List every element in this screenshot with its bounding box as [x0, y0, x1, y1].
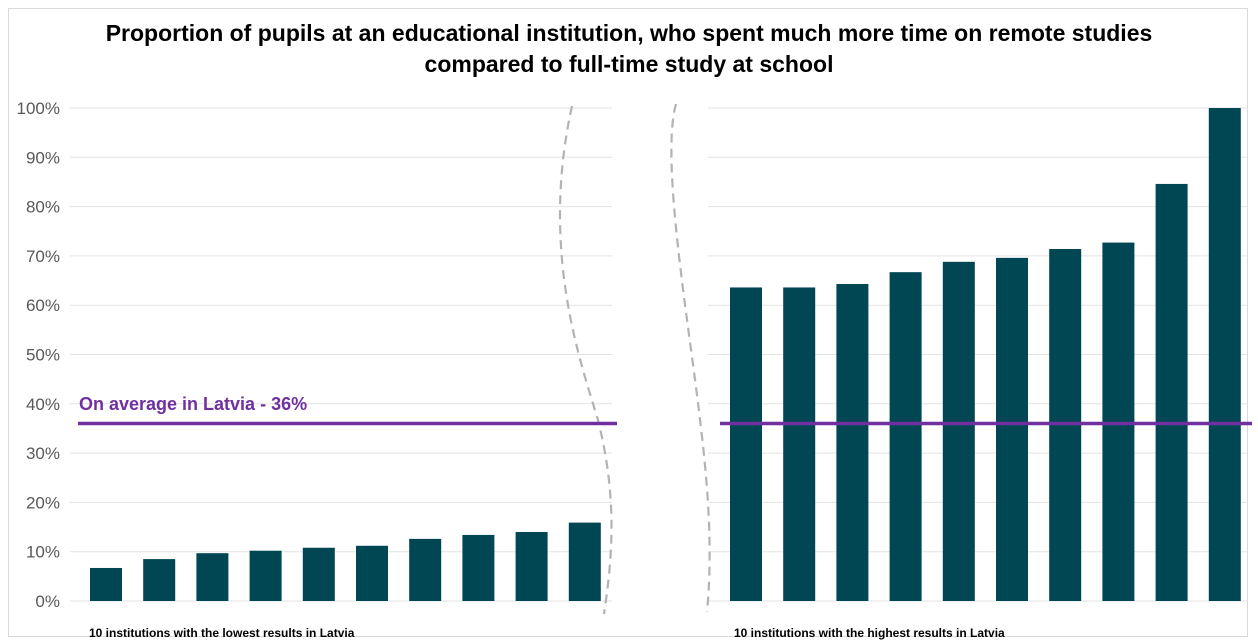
- bar-highest-2: [783, 287, 816, 601]
- chart-title-line-1: Proportion of pupils at an educational i…: [105, 20, 1153, 46]
- bar-lowest-6: [356, 545, 388, 601]
- bar-lowest-10: [568, 522, 601, 601]
- axis-break-marks: [558, 103, 711, 615]
- group-label-highest: 10 institutions with the highest results…: [734, 626, 1005, 640]
- average-label: On average in Latvia - 36%: [79, 394, 307, 414]
- bar-highest-4: [889, 272, 922, 601]
- bar-highest-3: [836, 284, 869, 601]
- chart-title: Proportion of pupils at an educational i…: [0, 18, 1258, 80]
- bar-highest-5: [942, 261, 975, 601]
- bar-highest-9: [1155, 183, 1188, 601]
- y-tick-label: 80%: [26, 198, 60, 217]
- bars: [90, 108, 1241, 602]
- bar-lowest-4: [249, 550, 282, 601]
- bar-lowest-7: [409, 538, 442, 601]
- bar-highest-10: [1208, 108, 1241, 601]
- bar-highest-1: [730, 287, 762, 601]
- bar-lowest-1: [90, 567, 122, 601]
- bar-highest-6: [996, 257, 1028, 601]
- group-label-lowest: 10 institutions with the lowest results …: [89, 626, 355, 640]
- chart-frame: [8, 8, 1248, 637]
- y-tick-label: 100%: [17, 99, 60, 118]
- y-tick-label: 70%: [26, 247, 60, 266]
- y-tick-label: 30%: [26, 444, 60, 463]
- y-tick-label: 10%: [26, 543, 60, 562]
- y-tick-label: 0%: [35, 592, 60, 611]
- y-axis-ticks: 0% 10% 20% 30% 40% 50% 60% 70% 80% 90% 100%: [17, 99, 60, 611]
- bar-lowest-8: [462, 534, 495, 601]
- chart-title-line-2: compared to full-time study at school: [424, 51, 834, 77]
- axis-break-right: [670, 103, 711, 613]
- y-tick-label: 60%: [26, 296, 60, 315]
- bar-lowest-5: [302, 547, 335, 601]
- y-tick-label: 50%: [26, 346, 60, 365]
- bar-lowest-3: [196, 553, 229, 601]
- y-tick-label: 90%: [26, 148, 60, 167]
- bar-lowest-9: [515, 531, 548, 601]
- y-tick-label: 20%: [26, 493, 60, 512]
- axis-break-left: [558, 105, 613, 615]
- bar-lowest-2: [143, 559, 176, 601]
- y-tick-label: 40%: [26, 395, 60, 414]
